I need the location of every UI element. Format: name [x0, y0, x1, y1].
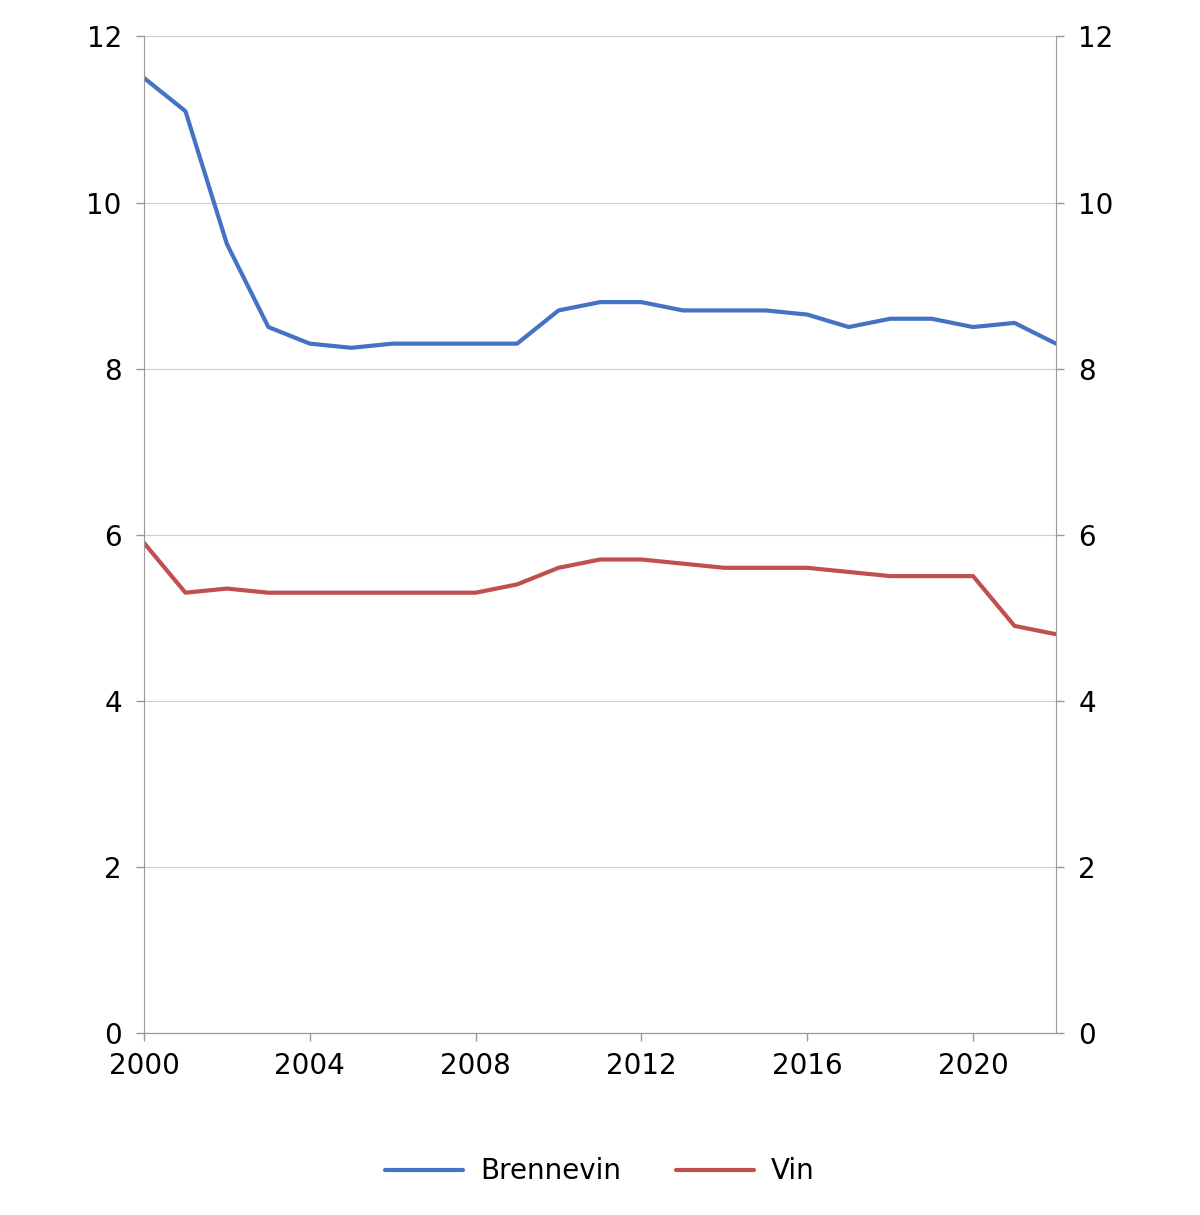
- Brennevin: [510, 337, 524, 351]
- Brennevin: [800, 307, 815, 322]
- Vin: [966, 569, 980, 583]
- Brennevin: [344, 340, 359, 355]
- Vin: [510, 577, 524, 592]
- Vin: [635, 552, 649, 566]
- Brennevin: [593, 295, 607, 310]
- Vin: [800, 560, 815, 575]
- Brennevin: [841, 320, 856, 334]
- Brennevin: [758, 304, 773, 318]
- Brennevin: [1007, 316, 1021, 330]
- Brennevin: [179, 104, 193, 119]
- Vin: [344, 586, 359, 600]
- Line: Brennevin: Brennevin: [144, 78, 1056, 347]
- Brennevin: [262, 320, 276, 334]
- Vin: [676, 556, 690, 571]
- Legend: Brennevin, Vin: Brennevin, Vin: [374, 1146, 826, 1197]
- Vin: [385, 586, 400, 600]
- Brennevin: [385, 337, 400, 351]
- Vin: [758, 560, 773, 575]
- Brennevin: [137, 70, 151, 85]
- Vin: [841, 565, 856, 580]
- Vin: [924, 569, 938, 583]
- Line: Vin: Vin: [144, 543, 1056, 634]
- Brennevin: [718, 304, 732, 318]
- Brennevin: [468, 337, 482, 351]
- Vin: [551, 560, 565, 575]
- Brennevin: [966, 320, 980, 334]
- Vin: [427, 586, 442, 600]
- Vin: [262, 586, 276, 600]
- Vin: [718, 560, 732, 575]
- Vin: [883, 569, 898, 583]
- Brennevin: [1049, 337, 1063, 351]
- Vin: [137, 536, 151, 550]
- Brennevin: [676, 304, 690, 318]
- Vin: [468, 586, 482, 600]
- Brennevin: [883, 311, 898, 326]
- Brennevin: [427, 337, 442, 351]
- Vin: [302, 586, 317, 600]
- Vin: [1049, 627, 1063, 642]
- Brennevin: [551, 304, 565, 318]
- Brennevin: [635, 295, 649, 310]
- Brennevin: [924, 311, 938, 326]
- Brennevin: [302, 337, 317, 351]
- Brennevin: [220, 237, 234, 252]
- Vin: [179, 586, 193, 600]
- Vin: [1007, 618, 1021, 633]
- Vin: [593, 552, 607, 566]
- Vin: [220, 581, 234, 595]
